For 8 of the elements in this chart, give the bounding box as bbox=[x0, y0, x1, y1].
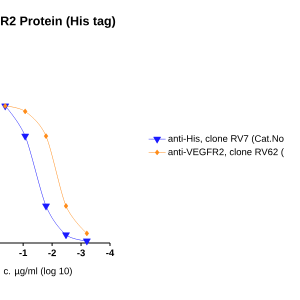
legend-label: anti-VEGFR2, clone RV62 ( bbox=[168, 148, 284, 158]
x-tick-label: -1 bbox=[19, 250, 28, 256]
legend-label: anti-His, clone RV7 (Cat.No bbox=[168, 134, 284, 144]
x-tick-label: -2 bbox=[48, 250, 56, 256]
chart-title: R2 Protein (His tag) bbox=[1, 16, 116, 28]
x-axis-title: c. µg/ml (log 10) bbox=[4, 267, 72, 276]
x-tick-label: -3 bbox=[77, 250, 85, 256]
x-tick-label: -4 bbox=[106, 250, 114, 256]
